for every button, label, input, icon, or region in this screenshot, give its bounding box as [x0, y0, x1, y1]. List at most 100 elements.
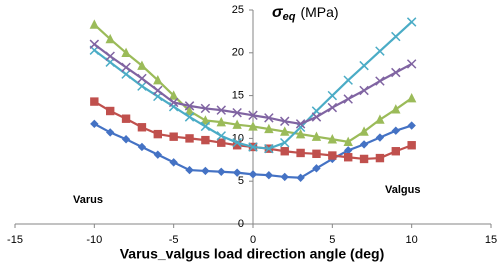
- data-point: [248, 110, 258, 121]
- data-point: [359, 154, 369, 164]
- data-point: [295, 128, 306, 139]
- data-point: [137, 142, 147, 152]
- y-tick-label: 20: [232, 47, 244, 59]
- data-point: [105, 33, 115, 44]
- data-point: [232, 141, 242, 150]
- data-point: [200, 121, 211, 132]
- data-point: [248, 142, 258, 152]
- data-point: [359, 126, 369, 136]
- data-point: [232, 168, 242, 177]
- data-point: [280, 116, 290, 127]
- data-point: [184, 112, 195, 122]
- data-point: [264, 123, 274, 134]
- data-point: [89, 39, 100, 49]
- x-tick-label: 15: [485, 234, 497, 246]
- data-point: [169, 132, 178, 141]
- data-point: [137, 73, 147, 84]
- data-point: [280, 147, 289, 156]
- data-point: [184, 101, 195, 111]
- y-label-unit: (MPa): [300, 4, 338, 20]
- data-point: [216, 116, 226, 127]
- data-point: [296, 173, 305, 182]
- data-point: [137, 123, 147, 132]
- data-point: [391, 104, 401, 114]
- data-point: [121, 135, 131, 144]
- x-tick-label: -5: [169, 234, 179, 246]
- data-point: [201, 135, 210, 145]
- data-point: [296, 148, 305, 158]
- data-point: [106, 106, 115, 116]
- data-point: [391, 67, 401, 78]
- data-point: [232, 119, 242, 129]
- annotation: Valgus: [385, 184, 420, 196]
- data-point: [311, 112, 322, 122]
- data-point: [232, 137, 242, 148]
- data-point: [137, 60, 147, 70]
- data-point: [217, 167, 226, 176]
- y-tick-label: 0: [238, 218, 244, 230]
- data-point: [359, 85, 369, 96]
- data-point: [280, 137, 290, 148]
- data-point: [280, 126, 290, 136]
- data-point: [217, 138, 226, 147]
- data-point: [375, 76, 385, 86]
- data-point: [264, 113, 274, 123]
- data-point: [343, 136, 353, 147]
- data-point: [90, 119, 99, 129]
- data-point: [121, 69, 131, 79]
- data-point: [153, 129, 162, 139]
- data-point: [375, 114, 385, 124]
- data-point: [327, 90, 338, 101]
- data-point: [105, 51, 115, 61]
- data-point: [343, 94, 353, 104]
- data-point: [153, 74, 163, 85]
- data-point: [312, 164, 321, 173]
- data-point: [153, 150, 162, 159]
- y-label-symbol: σ: [272, 4, 284, 21]
- data-point: [391, 126, 400, 135]
- x-tick-label: 0: [250, 234, 256, 246]
- y-label-subscript: eq: [283, 11, 296, 23]
- data-point: [375, 133, 385, 142]
- data-point: [216, 131, 226, 141]
- data-point: [359, 60, 369, 71]
- data-point: [168, 97, 179, 108]
- annotation: Varus: [73, 194, 103, 206]
- data-point: [248, 170, 258, 179]
- data-point: [391, 147, 400, 156]
- data-point: [137, 81, 147, 91]
- data-point: [327, 134, 338, 144]
- data-point: [328, 151, 337, 160]
- data-point: [216, 105, 226, 115]
- data-point: [264, 143, 274, 154]
- data-point: [406, 17, 417, 27]
- data-point: [185, 134, 194, 143]
- data-point: [121, 62, 131, 73]
- data-point: [200, 115, 211, 125]
- x-tick-label: -15: [7, 234, 23, 246]
- x-tick-label: 10: [406, 234, 418, 246]
- data-point: [407, 121, 416, 130]
- data-point: [89, 19, 100, 29]
- data-point: [327, 102, 338, 113]
- data-point: [407, 141, 416, 150]
- data-point: [295, 119, 306, 129]
- data-point: [359, 140, 369, 149]
- data-point: [168, 90, 179, 100]
- data-point: [90, 97, 99, 106]
- data-point: [106, 128, 115, 137]
- data-point: [406, 59, 417, 69]
- data-point: [184, 105, 195, 116]
- data-point: [121, 114, 131, 123]
- data-point: [280, 172, 289, 182]
- x-tick-label: 5: [329, 234, 335, 246]
- data-point: [248, 121, 258, 131]
- data-point: [185, 165, 194, 175]
- data-point: [153, 85, 163, 96]
- data-point: [344, 146, 353, 155]
- data-point: [201, 166, 210, 176]
- data-point: [169, 158, 178, 167]
- data-point: [343, 75, 353, 85]
- data-point: [375, 153, 385, 163]
